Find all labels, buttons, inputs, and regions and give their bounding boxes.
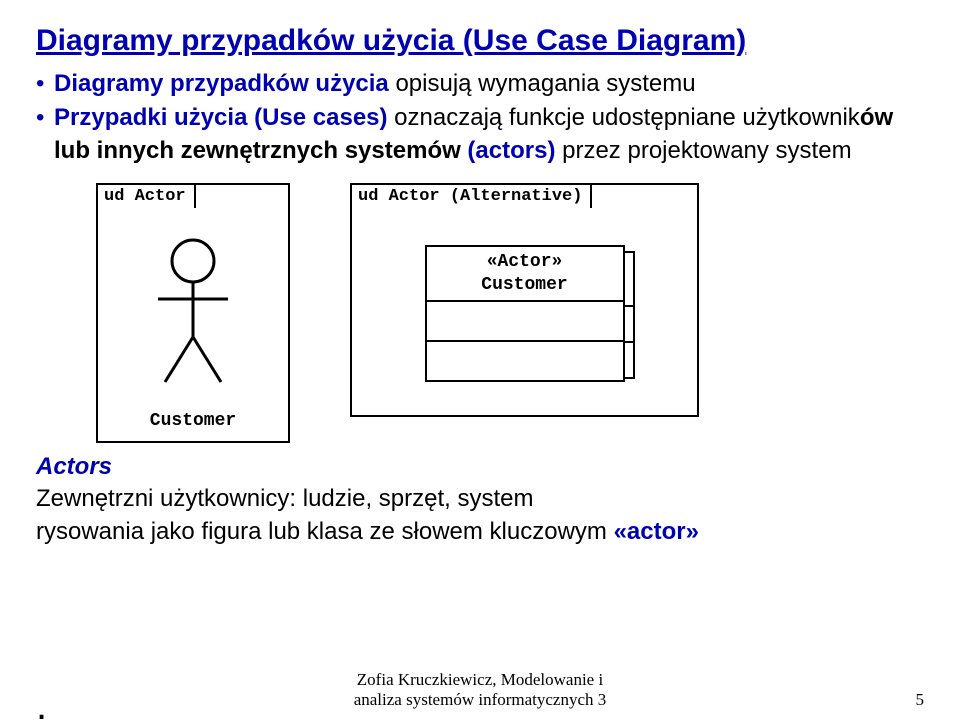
actors-line-2: rysowania jako figura lub klasa ze słowe… xyxy=(36,516,924,548)
footer-bullet-dot: . xyxy=(36,702,76,710)
frame-tab-right: ud Actor (Alternative) xyxy=(350,183,592,208)
diagram-area: ud Actor Customer ud Actor (Alternative)… xyxy=(96,183,924,443)
bullet-1-lead: Diagramy przypadków użycia xyxy=(54,70,389,97)
actors-heading: Actors xyxy=(36,453,924,481)
footer-author-line1: Zofia Kruczkiewicz, Modelowanie i xyxy=(76,670,884,690)
uml-operations-compartment xyxy=(427,342,623,380)
bullet-list: Diagramy przypadków użycia opisują wymag… xyxy=(36,68,924,167)
actor-label-customer: Customer xyxy=(150,411,236,431)
uml-stereotype: «Actor» xyxy=(431,251,619,274)
footer-page-number: 5 xyxy=(884,690,924,710)
uml-class-name: Customer xyxy=(431,274,619,297)
uml-attributes-compartment xyxy=(427,302,623,342)
bullet-2-tail: przez projektowany system xyxy=(555,137,851,164)
bullet-2-actors: (actors) xyxy=(461,137,556,164)
uml-frame-actor: ud Actor Customer xyxy=(96,183,290,443)
frame-tab-left: ud Actor xyxy=(96,183,196,208)
bullet-2-lead: Przypadki użycia (Use cases) xyxy=(54,104,388,131)
bullet-1: Diagramy przypadków użycia opisują wymag… xyxy=(36,68,924,100)
bullet-2: Przypadki użycia (Use cases) oznaczają f… xyxy=(36,102,924,167)
footer-author: Zofia Kruczkiewicz, Modelowanie i analiz… xyxy=(76,670,884,710)
actors-line-1: Zewnętrzni użytkownicy: ludzie, sprzęt, … xyxy=(36,483,924,515)
uml-class-name-compartment: «Actor» Customer xyxy=(427,247,623,302)
actors-line-2a: rysowania jako figura lub klasa ze słowe… xyxy=(36,518,614,545)
bullet-2-mid: oznaczają funkcje udostępniane użytkowni… xyxy=(388,104,860,131)
actor-stick-figure-icon xyxy=(153,237,233,387)
actor-keyword: «actor» xyxy=(614,518,699,545)
uml-class-box: «Actor» Customer xyxy=(425,245,625,382)
slide-title: Diagramy przypadków użycia (Use Case Dia… xyxy=(36,24,924,58)
actors-section: Actors Zewnętrzni użytkownicy: ludzie, s… xyxy=(36,453,924,548)
uml-class-main: «Actor» Customer xyxy=(425,245,625,382)
footer-author-line2: analiza systemów informatycznych 3 xyxy=(76,690,884,710)
bullet-2-ow2: ów xyxy=(427,137,460,164)
uml-frame-actor-alternative: ud Actor (Alternative) «Actor» Customer xyxy=(350,183,699,417)
bullet-1-rest: opisują wymagania systemu xyxy=(389,70,696,97)
slide-footer: . Zofia Kruczkiewicz, Modelowanie i anal… xyxy=(36,670,924,710)
